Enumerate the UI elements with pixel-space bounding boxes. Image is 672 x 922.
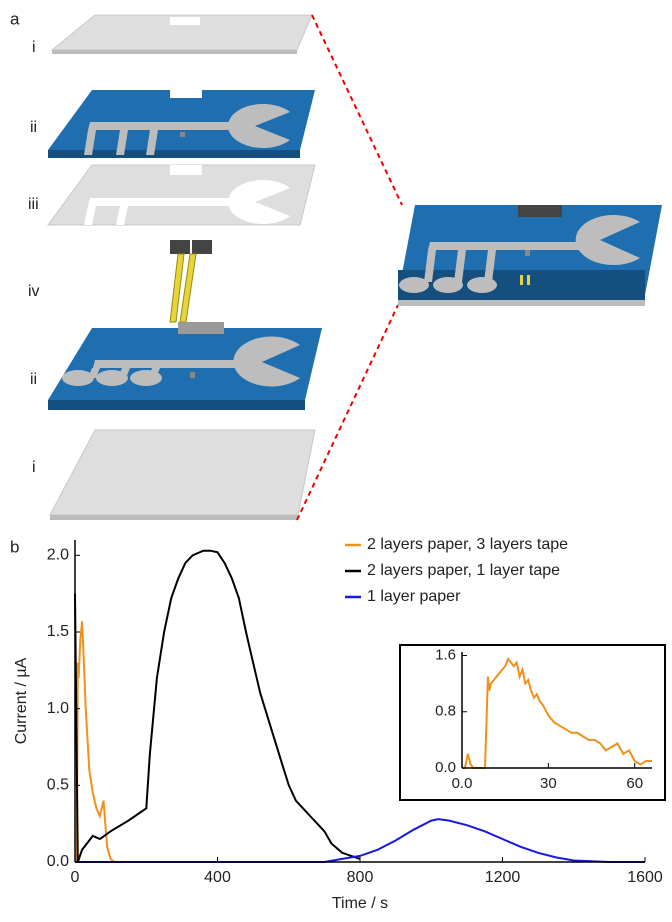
data-line xyxy=(462,657,652,769)
data-line xyxy=(74,549,361,863)
chart: 0 400 800 1200 1600 0.0 0.5 1.0 1.5 2.0 Time / s Cu… xyxy=(13,536,663,912)
y-tick-label: 0.0 xyxy=(435,759,456,776)
x-tick-label: 800 xyxy=(347,869,374,886)
y-tick-label: 1.5 xyxy=(47,623,69,640)
y-axis-label: Current / µA xyxy=(13,657,30,744)
layer-label: iii xyxy=(28,196,39,213)
y-tick-label: 0.8 xyxy=(435,703,456,720)
layer-label: i xyxy=(32,39,36,56)
inset-frame xyxy=(399,644,666,801)
legend-label: 2 layers paper, 1 layer tape xyxy=(367,562,560,579)
x-tick-label: 0 xyxy=(71,869,80,886)
x-tick-label: 60 xyxy=(626,775,643,792)
exploded-diagram: i ii iii iv xyxy=(28,14,662,521)
x-tick-label: 400 xyxy=(204,869,231,886)
x-axis-label: Time / s xyxy=(332,895,388,912)
layer-label: ii xyxy=(30,371,37,388)
y-tick-label: 0.0 xyxy=(47,853,69,870)
layer-label: iv xyxy=(28,283,40,300)
inset-chart: 0.0 30 60 0.0 0.8 1.6 xyxy=(399,644,666,801)
x-tick-label: 1600 xyxy=(627,869,663,886)
layer-label: i xyxy=(32,459,36,476)
legend-label: 1 layer paper xyxy=(367,588,461,605)
y-tick-label: 2.0 xyxy=(47,547,69,564)
layer-label: ii xyxy=(30,119,37,136)
x-tick-label: 1200 xyxy=(485,869,521,886)
y-tick-label: 0.5 xyxy=(47,777,69,794)
x-tick-label: 30 xyxy=(540,775,557,792)
legend-label: 2 layers paper, 3 layers tape xyxy=(367,536,568,553)
y-tick-label: 1.6 xyxy=(435,646,456,663)
panel-label: a xyxy=(10,9,20,28)
data-line xyxy=(75,818,645,863)
panel-label: b xyxy=(10,537,19,556)
x-tick-label: 0.0 xyxy=(452,775,473,792)
y-tick-label: 1.0 xyxy=(47,700,69,717)
data-line xyxy=(75,621,115,863)
